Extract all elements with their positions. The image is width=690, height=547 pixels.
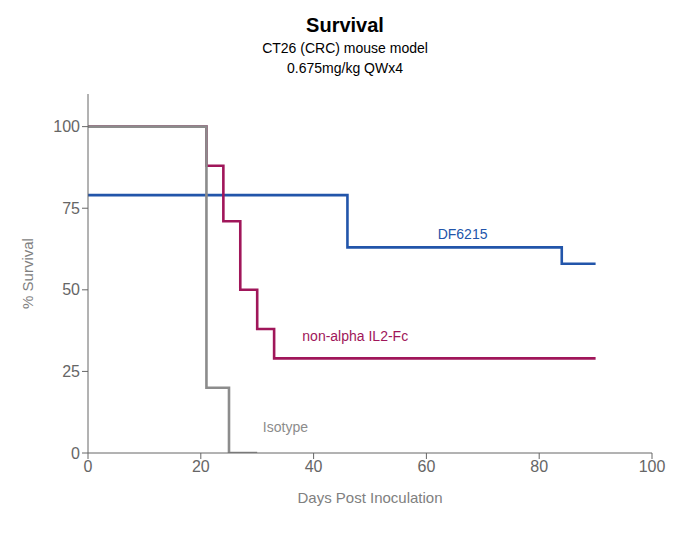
svg-text:40: 40	[305, 458, 323, 475]
svg-text:0: 0	[71, 445, 80, 462]
svg-text:% Survival: % Survival	[19, 238, 36, 309]
svg-text:0: 0	[84, 458, 93, 475]
svg-text:Days Post Inoculation: Days Post Inoculation	[297, 489, 442, 506]
svg-text:75: 75	[62, 200, 80, 217]
svg-text:100: 100	[53, 118, 80, 135]
svg-text:non-alpha IL2-Fc: non-alpha IL2-Fc	[302, 328, 408, 344]
svg-text:20: 20	[192, 458, 210, 475]
html-text:0.675mg/kg QWx4: 0.675mg/kg QWx4	[287, 60, 403, 76]
svg-text:80: 80	[530, 458, 548, 475]
svg-text:60: 60	[418, 458, 436, 475]
html-text:Survival: Survival	[306, 14, 384, 36]
svg-text:Isotype: Isotype	[263, 419, 308, 435]
html-text:CT26 (CRC) mouse model: CT26 (CRC) mouse model	[262, 40, 428, 56]
svg-text:DF6215: DF6215	[438, 226, 488, 242]
svg-text:100: 100	[639, 458, 666, 475]
svg-text:25: 25	[62, 363, 80, 380]
svg-text:50: 50	[62, 281, 80, 298]
